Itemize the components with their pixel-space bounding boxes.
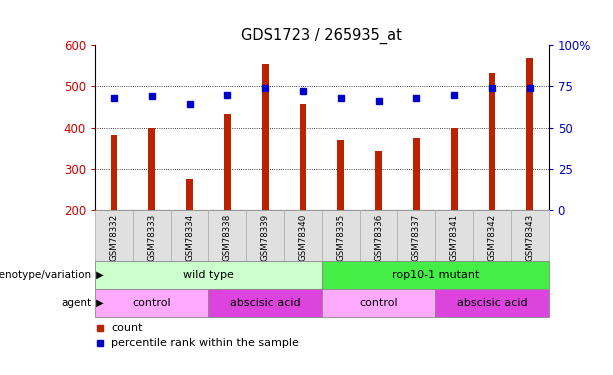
Bar: [375, 151, 382, 210]
Bar: [360, 210, 397, 261]
Text: GSM78342: GSM78342: [487, 214, 497, 261]
Text: GSM78338: GSM78338: [223, 214, 232, 261]
Text: rop10-1 mutant: rop10-1 mutant: [392, 270, 479, 280]
Bar: [95, 210, 133, 261]
Bar: [322, 289, 435, 317]
Text: genotype/variation: genotype/variation: [0, 270, 92, 280]
Bar: [262, 64, 268, 210]
Bar: [451, 128, 457, 210]
Bar: [208, 289, 322, 317]
Text: GSM78343: GSM78343: [525, 214, 535, 261]
Text: percentile rank within the sample: percentile rank within the sample: [111, 338, 299, 348]
Bar: [208, 210, 246, 261]
Text: count: count: [111, 322, 142, 333]
Text: GSM78340: GSM78340: [299, 214, 308, 261]
Text: abscisic acid: abscisic acid: [230, 298, 300, 308]
Text: GSM78337: GSM78337: [412, 214, 421, 261]
Text: GSM78334: GSM78334: [185, 214, 194, 261]
Bar: [95, 289, 208, 317]
Bar: [95, 261, 322, 289]
Bar: [527, 58, 533, 210]
Text: GSM78336: GSM78336: [374, 214, 383, 261]
Bar: [186, 179, 193, 210]
Bar: [133, 210, 170, 261]
Bar: [337, 140, 344, 210]
Text: ▶: ▶: [93, 270, 103, 280]
Text: GSM78339: GSM78339: [261, 214, 270, 261]
Text: control: control: [359, 298, 398, 308]
Bar: [435, 289, 549, 317]
Text: ▶: ▶: [93, 298, 103, 308]
Text: wild type: wild type: [183, 270, 234, 280]
Bar: [148, 128, 155, 210]
Text: GSM78341: GSM78341: [449, 214, 459, 261]
Bar: [322, 210, 360, 261]
Bar: [435, 210, 473, 261]
Bar: [224, 114, 230, 210]
Bar: [511, 210, 549, 261]
Text: GSM78335: GSM78335: [336, 214, 345, 261]
Text: control: control: [132, 298, 171, 308]
Bar: [246, 210, 284, 261]
Text: GSM78332: GSM78332: [109, 214, 118, 261]
Text: GSM78333: GSM78333: [147, 214, 156, 261]
Bar: [322, 261, 549, 289]
Title: GDS1723 / 265935_at: GDS1723 / 265935_at: [242, 27, 402, 44]
Bar: [170, 210, 208, 261]
Bar: [489, 73, 495, 210]
Text: abscisic acid: abscisic acid: [457, 298, 527, 308]
Bar: [473, 210, 511, 261]
Bar: [110, 135, 117, 210]
Bar: [300, 104, 306, 210]
Bar: [397, 210, 435, 261]
Text: agent: agent: [62, 298, 92, 308]
Bar: [413, 138, 420, 210]
Bar: [284, 210, 322, 261]
